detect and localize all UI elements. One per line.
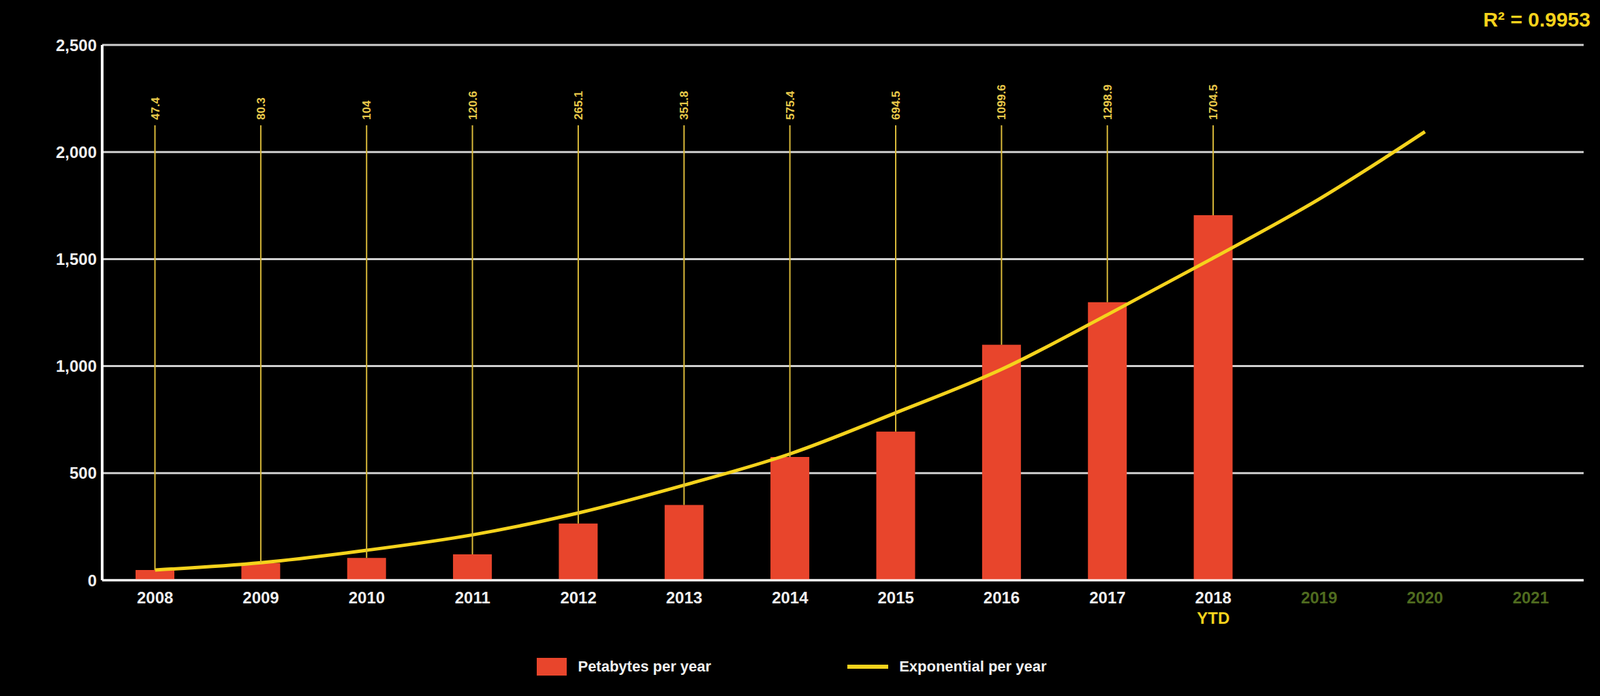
svg-text:47.4: 47.4	[149, 96, 163, 120]
svg-text:2008: 2008	[136, 588, 174, 607]
svg-text:1704.5: 1704.5	[1206, 84, 1220, 120]
svg-text:2015: 2015	[877, 588, 914, 607]
svg-text:2009: 2009	[242, 588, 279, 607]
svg-text:694.5: 694.5	[889, 90, 903, 120]
svg-text:2021: 2021	[1512, 588, 1549, 607]
svg-text:104: 104	[360, 100, 374, 120]
svg-text:2,500: 2,500	[55, 36, 97, 55]
svg-text:2011: 2011	[455, 588, 491, 607]
html-text:R² = 0.9953: R² = 0.9953	[1483, 8, 1591, 31]
svg-text:1,500: 1,500	[55, 249, 97, 269]
svg-text:1298.9: 1298.9	[1101, 84, 1115, 120]
html-text:Exponential per year: Exponential per year	[899, 657, 1047, 676]
svg-text:2020: 2020	[1406, 588, 1443, 607]
svg-text:2019: 2019	[1300, 588, 1338, 607]
svg-text:2018: 2018	[1195, 588, 1232, 607]
svg-text:80.3: 80.3	[254, 97, 268, 120]
svg-text:2013: 2013	[666, 588, 703, 607]
svg-text:2014: 2014	[771, 588, 809, 607]
svg-text:2012: 2012	[559, 588, 596, 607]
svg-text:2017: 2017	[1089, 588, 1126, 607]
svg-text:120.6: 120.6	[466, 90, 480, 120]
svg-text:351.8: 351.8	[677, 90, 691, 120]
svg-text:0: 0	[87, 571, 97, 590]
svg-text:2,000: 2,000	[55, 143, 97, 162]
svg-text:575.4: 575.4	[783, 90, 797, 120]
svg-text:500: 500	[69, 463, 97, 483]
svg-text:2010: 2010	[348, 588, 385, 607]
svg-text:1,000: 1,000	[55, 356, 97, 376]
svg-text:265.1: 265.1	[572, 90, 586, 120]
svg-text:1099.6: 1099.6	[995, 84, 1009, 120]
html-text:Petabytes per year: Petabytes per year	[577, 657, 712, 676]
svg-text:YTD: YTD	[1196, 608, 1230, 628]
svg-text:2016: 2016	[983, 588, 1020, 607]
